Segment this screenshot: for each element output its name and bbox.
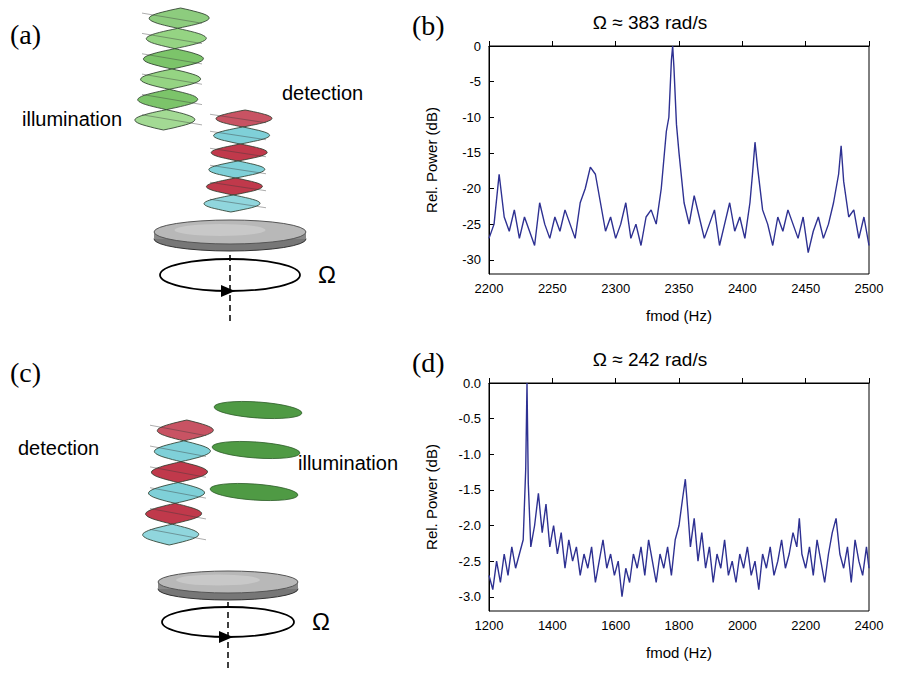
svg-text:-2.0: -2.0 xyxy=(459,518,481,533)
svg-text:fmod (Hz): fmod (Hz) xyxy=(646,307,712,324)
svg-text:1600: 1600 xyxy=(601,618,630,633)
svg-text:Rel. Power (dB): Rel. Power (dB) xyxy=(423,444,440,550)
svg-text:2400: 2400 xyxy=(855,618,884,633)
svg-text:Ω ≈ 242 rad/s: Ω ≈ 242 rad/s xyxy=(593,349,707,370)
svg-text:Ω ≈ 383 rad/s: Ω ≈ 383 rad/s xyxy=(593,12,707,33)
svg-text:-1.5: -1.5 xyxy=(459,482,481,497)
svg-text:2000: 2000 xyxy=(728,618,757,633)
svg-text:illumination: illumination xyxy=(298,452,398,474)
svg-text:-1.0: -1.0 xyxy=(459,447,481,462)
svg-text:1200: 1200 xyxy=(475,618,504,633)
svg-text:1800: 1800 xyxy=(665,618,694,633)
svg-text:-25: -25 xyxy=(462,217,481,232)
svg-text:Ω: Ω xyxy=(312,608,330,635)
svg-text:1400: 1400 xyxy=(538,618,567,633)
svg-text:-20: -20 xyxy=(462,181,481,196)
svg-text:Ω: Ω xyxy=(318,261,336,288)
html-text:(d): (d) xyxy=(412,347,445,378)
svg-text:detection: detection xyxy=(282,82,363,104)
svg-text:0: 0 xyxy=(474,39,481,54)
svg-text:detection: detection xyxy=(18,437,99,459)
svg-text:2300: 2300 xyxy=(601,281,630,296)
svg-text:fmod (Hz): fmod (Hz) xyxy=(646,644,712,661)
svg-text:-15: -15 xyxy=(462,145,481,160)
svg-text:2200: 2200 xyxy=(791,618,820,633)
svg-text:2500: 2500 xyxy=(855,281,884,296)
svg-text:2450: 2450 xyxy=(791,281,820,296)
svg-text:2200: 2200 xyxy=(475,281,504,296)
svg-text:Rel. Power (dB): Rel. Power (dB) xyxy=(423,107,440,213)
svg-text:(c): (c) xyxy=(10,357,41,388)
svg-text:-3.0: -3.0 xyxy=(459,589,481,604)
svg-text:-10: -10 xyxy=(462,110,481,125)
svg-text:-2.5: -2.5 xyxy=(459,554,481,569)
svg-text:(a): (a) xyxy=(10,19,41,50)
svg-text:-30: -30 xyxy=(462,252,481,267)
svg-text:2250: 2250 xyxy=(538,281,567,296)
html-text:(b): (b) xyxy=(412,10,445,41)
svg-text:2350: 2350 xyxy=(665,281,694,296)
svg-text:2400: 2400 xyxy=(728,281,757,296)
svg-text:-0.5: -0.5 xyxy=(459,411,481,426)
svg-text:0.0: 0.0 xyxy=(463,376,481,391)
svg-text:illumination: illumination xyxy=(22,108,122,130)
svg-text:-5: -5 xyxy=(469,74,481,89)
